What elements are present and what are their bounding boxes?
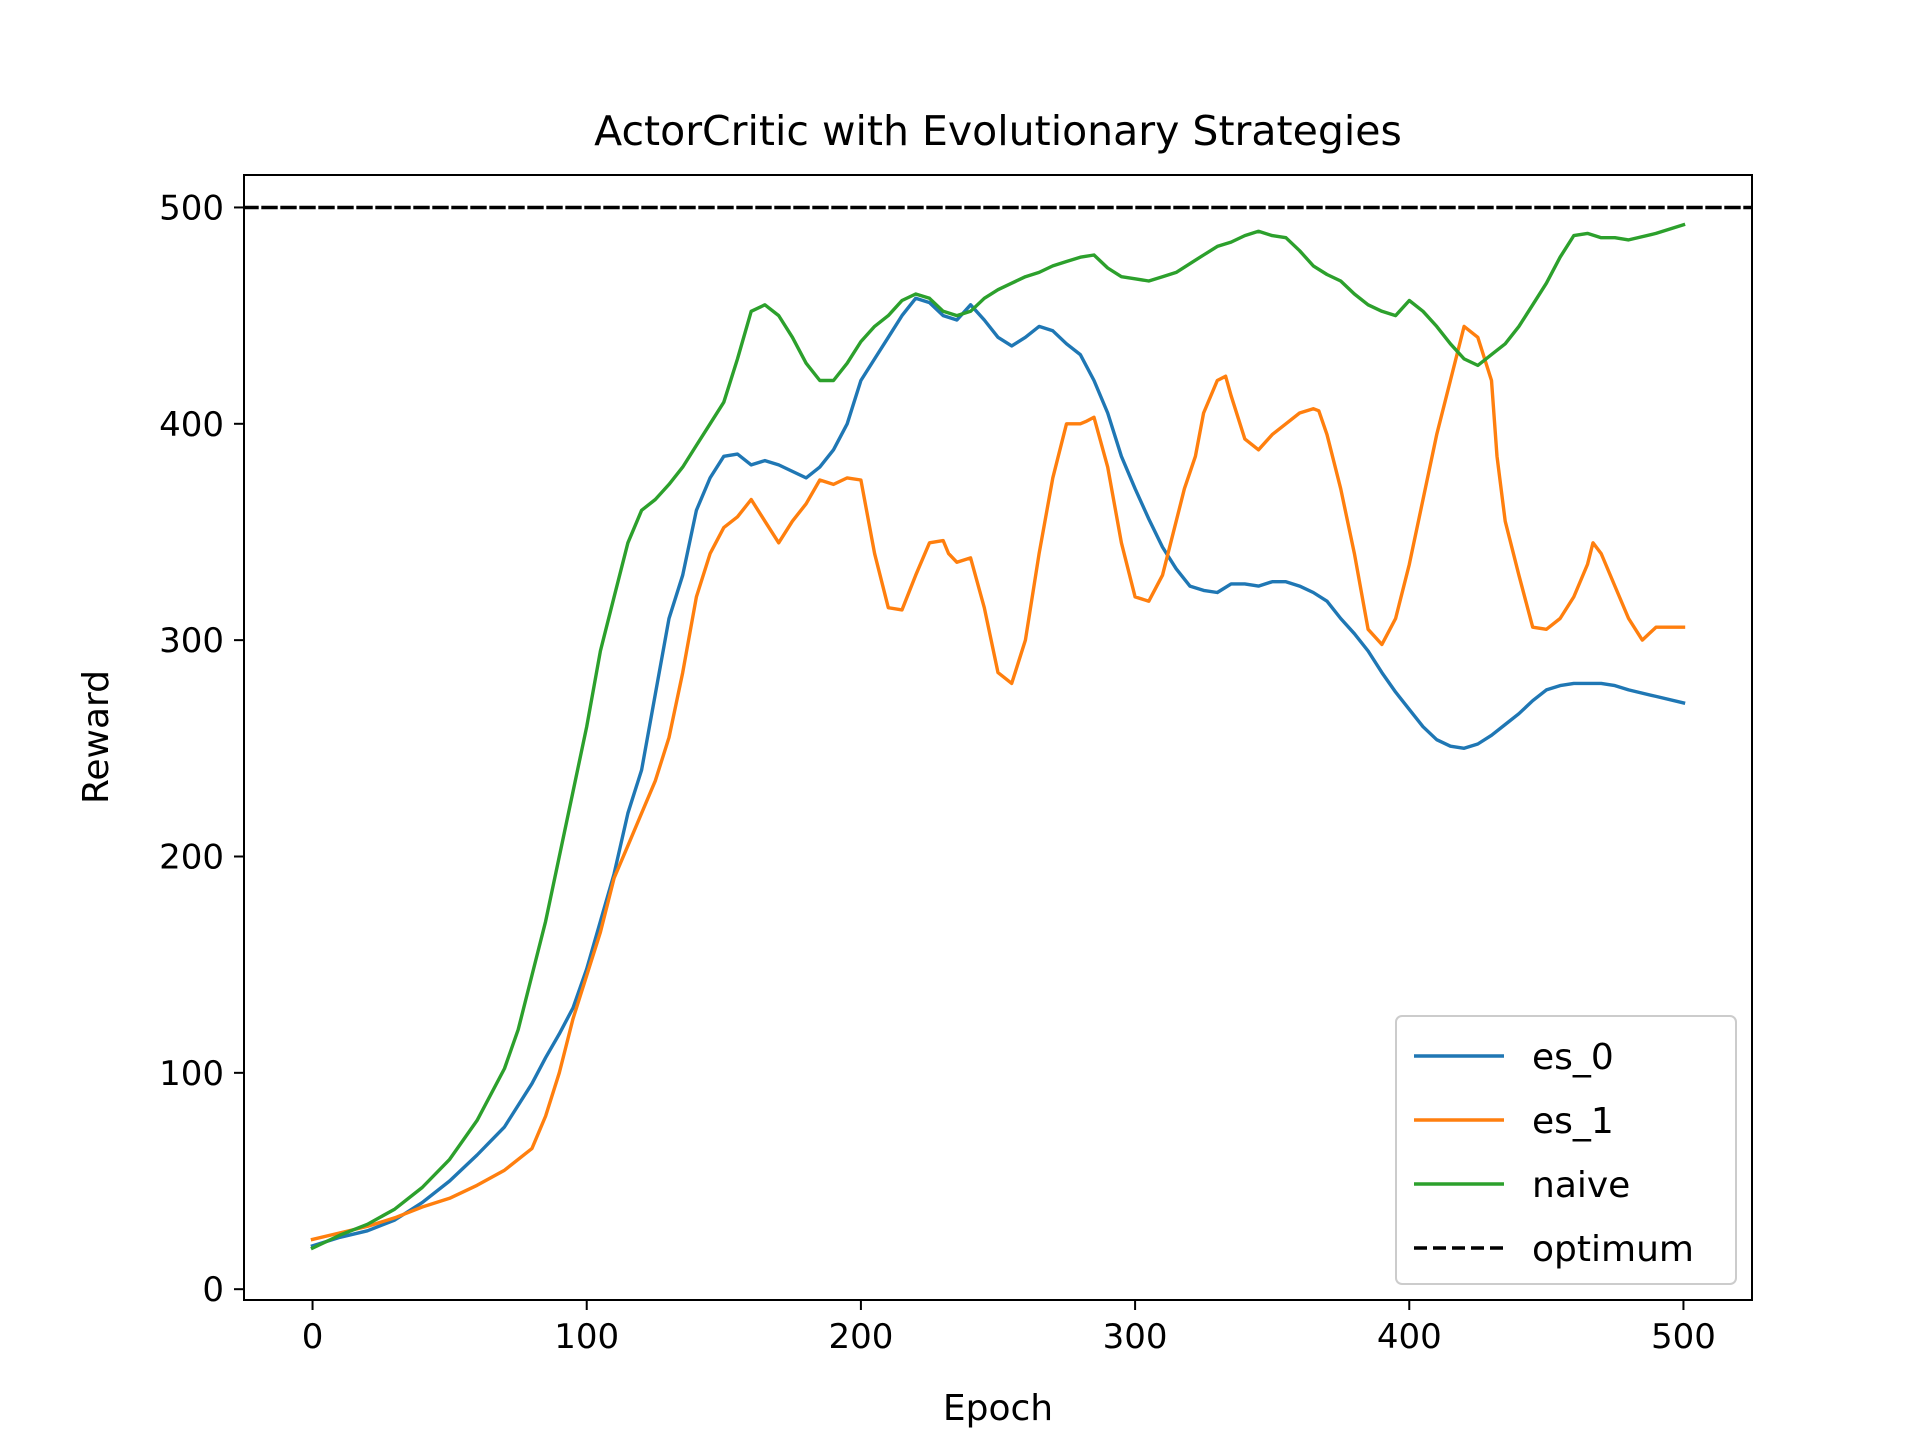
legend-box [1395, 1015, 1737, 1285]
y-tick-label: 100 [159, 1054, 224, 1094]
chart-title: ActorCritic with Evolutionary Strategies [594, 107, 1402, 155]
x-axis-label: Epoch [943, 1388, 1053, 1429]
legend-label-optimum: optimum [1532, 1229, 1694, 1270]
y-tick-label: 300 [159, 621, 224, 661]
x-tick-label: 400 [1377, 1317, 1442, 1357]
legend-label-es-1: es_1 [1532, 1101, 1614, 1142]
plot-frame [243, 174, 1753, 1301]
legend-label-es-0: es_0 [1532, 1037, 1614, 1078]
y-axis-label: Reward [76, 670, 117, 804]
x-tick-label: 100 [554, 1317, 619, 1357]
x-tick-label: 300 [1103, 1317, 1168, 1357]
plot-lines [244, 205, 1752, 1251]
y-tick-label: 200 [159, 837, 224, 877]
y-tick-label: 0 [202, 1270, 224, 1310]
series-line-naive [310, 222, 1686, 1251]
y-tick-label: 500 [159, 188, 224, 228]
y-axis: 0 100 200 300 400 500 [159, 188, 244, 1310]
series-line-es-0 [310, 296, 1686, 1249]
x-axis: 0 100 200 300 400 500 [302, 1300, 1716, 1357]
x-tick-label: 200 [828, 1317, 893, 1357]
x-tick-label: 0 [302, 1317, 324, 1357]
x-tick-label: 500 [1651, 1317, 1716, 1357]
legend-label-naive: naive [1532, 1165, 1630, 1206]
y-tick-label: 400 [159, 405, 224, 445]
